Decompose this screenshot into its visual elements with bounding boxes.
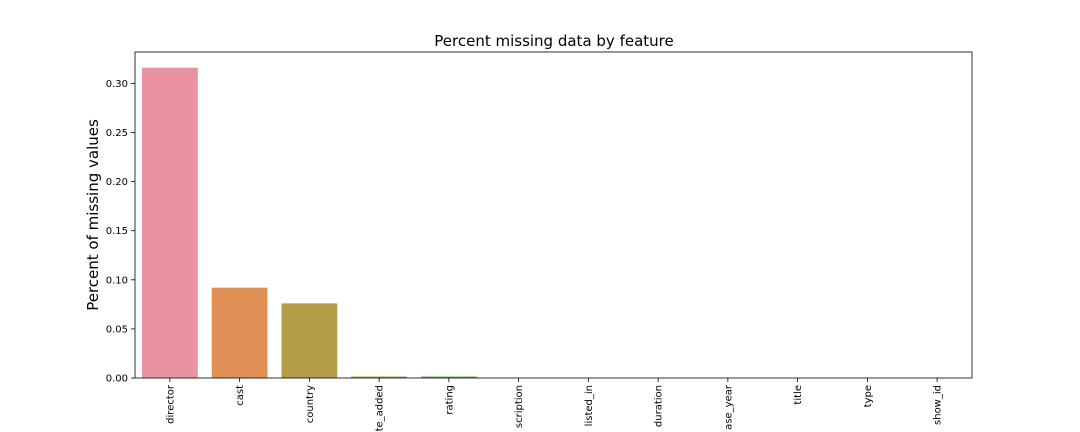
chart-title: Percent missing data by feature bbox=[434, 32, 673, 50]
bar-cast bbox=[211, 287, 268, 378]
y-axis-label: Percent of missing values bbox=[84, 119, 102, 311]
bar-te_added bbox=[351, 376, 408, 378]
x-tick-label: director bbox=[165, 384, 176, 424]
plot-area-frame bbox=[134, 51, 973, 379]
y-tick-label: 0.30 bbox=[106, 79, 128, 90]
x-tick-label: te_added bbox=[375, 385, 386, 431]
x-tick-label: ase_year bbox=[723, 384, 734, 430]
x-tick-label: listed_in bbox=[584, 385, 595, 426]
x-tick-label: cast bbox=[235, 385, 246, 406]
y-tick-label: 0.10 bbox=[106, 275, 128, 286]
x-tick-label: duration bbox=[654, 385, 665, 427]
x-axis-ticks: director cast country te_added rating scripti… bbox=[165, 378, 944, 431]
y-tick-label: 0.05 bbox=[106, 324, 128, 335]
x-tick-label: title bbox=[793, 385, 804, 405]
x-tick-label: scription bbox=[514, 385, 525, 428]
bar-rating bbox=[420, 376, 477, 378]
bar-country bbox=[281, 303, 338, 378]
x-tick-label: rating bbox=[444, 385, 455, 415]
y-tick-label: 0.15 bbox=[106, 226, 128, 237]
x-tick-label: show_id bbox=[933, 385, 944, 425]
x-tick-label: country bbox=[305, 385, 316, 423]
y-tick-label: 0.20 bbox=[106, 177, 128, 188]
y-tick-label: 0.00 bbox=[106, 374, 128, 385]
bars bbox=[141, 67, 477, 378]
x-tick-label: type bbox=[863, 385, 874, 407]
y-tick-label: 0.25 bbox=[106, 128, 128, 139]
bar-director bbox=[141, 67, 198, 378]
y-axis-ticks: 0.00 0.05 0.10 0.15 0.20 0.25 0.30 bbox=[106, 79, 135, 385]
